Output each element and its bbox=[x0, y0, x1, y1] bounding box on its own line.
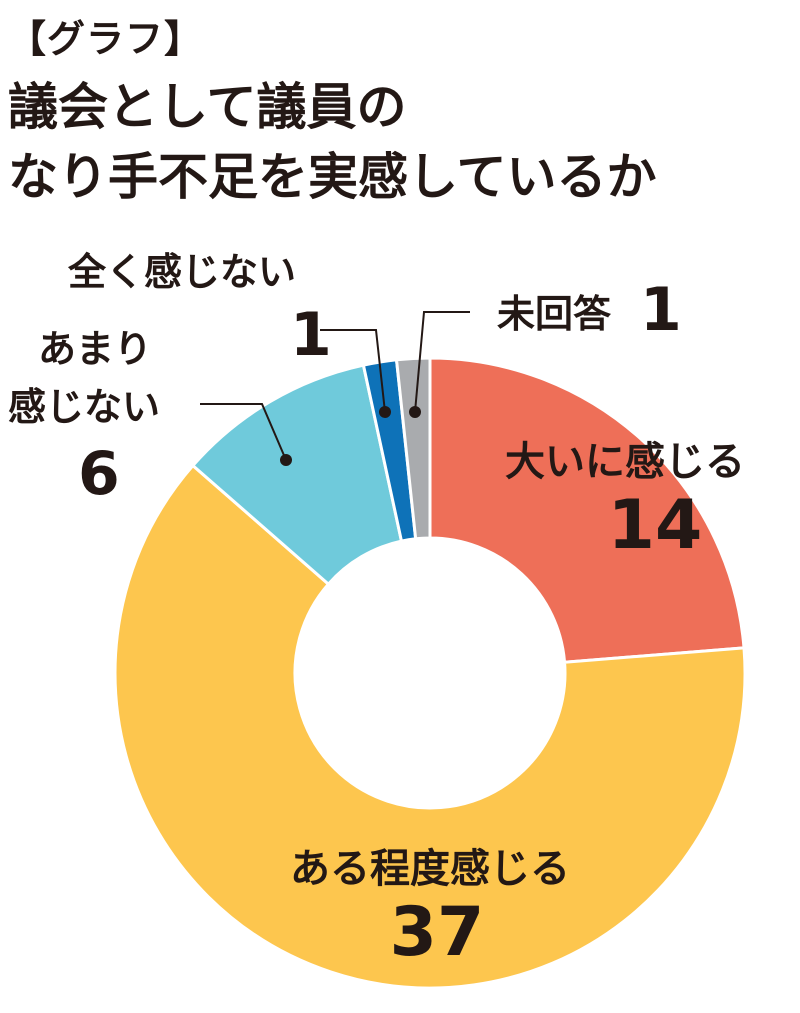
donut-slice-3 bbox=[190, 363, 404, 587]
chart-title-line-1: 議会として議員の bbox=[8, 78, 407, 136]
chart-title-line-2: なり手不足を実感しているか bbox=[8, 148, 657, 206]
chart-tag: 【グラフ】 bbox=[8, 17, 204, 61]
leader-slice-4-line bbox=[320, 329, 386, 413]
label-slice-2-name: ある程度感じる bbox=[290, 846, 570, 892]
label-slice-4-value: 1 bbox=[290, 300, 332, 370]
label-slice-3-value: 6 bbox=[78, 439, 120, 509]
leader-slice-3-line bbox=[200, 403, 287, 461]
label-slice-3-name-line-1: あまり bbox=[38, 327, 152, 371]
donut-slice-2 bbox=[113, 463, 747, 990]
leader-slice-5-dot bbox=[409, 406, 421, 418]
donut-slice-5 bbox=[394, 356, 432, 541]
donut-slice-1 bbox=[428, 356, 746, 664]
chart-title: 議会として議員の なり手不足を実感しているか bbox=[8, 72, 657, 212]
label-slice-4-name: 全く感じない bbox=[67, 250, 296, 294]
label-slice-5-value: 1 bbox=[640, 275, 682, 345]
label-slice-1-name: 大いに感じる bbox=[505, 439, 745, 485]
label-slice-3-name-line-2: 感じない bbox=[8, 385, 160, 429]
leader-slice-5-line bbox=[414, 311, 470, 413]
label-slice-2-value: 37 bbox=[390, 893, 485, 972]
label-slice-5-name: 未回答 bbox=[497, 292, 612, 336]
leader-slice-4-dot bbox=[379, 406, 391, 418]
label-slice-1-value: 14 bbox=[608, 486, 703, 565]
leader-slice-3-dot bbox=[280, 454, 292, 466]
